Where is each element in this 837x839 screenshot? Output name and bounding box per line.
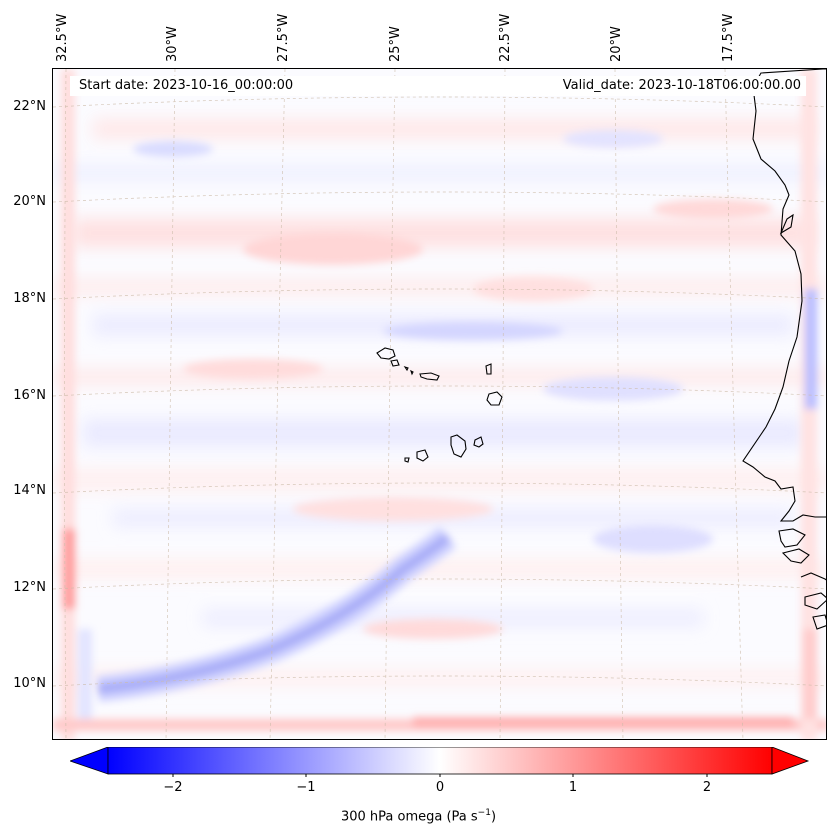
lat-label-10n: 10°N [13, 676, 46, 691]
lon-label-20w: 20°W [609, 26, 624, 62]
lat-label-18n: 18°N [13, 291, 46, 306]
lat-label-16n: 16°N [13, 388, 46, 403]
colorbar-tick-marks [172, 774, 708, 777]
lat-label-20n: 20°N [13, 194, 46, 209]
lon-label-32-5w: 32.5°W [55, 13, 70, 62]
cape-verde-islands [376, 347, 503, 463]
omega-ascent-band [96, 526, 457, 702]
colorbar-label: 300 hPa omega (Pa s−1) [0, 808, 837, 824]
colorbar-tick-neg1: −1 [296, 780, 316, 795]
date-annotation-bar [70, 76, 806, 96]
colorbar-label-main: 300 hPa omega (Pa s [340, 809, 478, 825]
colorbar-tick-0: 0 [435, 780, 445, 795]
omega-boundary-edges [53, 69, 826, 739]
lat-label-14n: 14°N [13, 483, 46, 498]
lon-label-25w: 25°W [388, 26, 403, 62]
colorbar-tick-neg2: −2 [163, 780, 183, 795]
valid-date-label: Valid_date: 2023-10-18T06:00:00.00 [562, 78, 801, 93]
lat-label-12n: 12°N [13, 580, 46, 595]
lon-label-17-5w: 17.5°W [721, 13, 736, 62]
colorbar-gradient [107, 747, 773, 775]
map-panel [52, 68, 827, 740]
colorbar-tick-1: 1 [568, 780, 578, 795]
lon-label-27-5w: 27.5°W [276, 13, 291, 62]
colorbar-label-end: ) [490, 809, 497, 825]
omega-field [53, 69, 826, 739]
colorbar-extend-max [771, 747, 810, 775]
colorbar-extend-min [70, 747, 109, 775]
graticule [53, 69, 826, 739]
african-coastline [742, 69, 826, 630]
lon-label-22-5w: 22.5°W [498, 13, 513, 62]
start-date-label: Start date: 2023-10-16_00:00:00 [79, 78, 294, 93]
lon-label-30w: 30°W [165, 26, 180, 62]
colorbar-tick-2: 2 [702, 780, 712, 795]
colorbar [70, 747, 810, 777]
omega-blobs [133, 130, 773, 639]
lat-label-22n: 22°N [13, 99, 46, 114]
colorbar-label-exponent: −1 [477, 808, 491, 818]
